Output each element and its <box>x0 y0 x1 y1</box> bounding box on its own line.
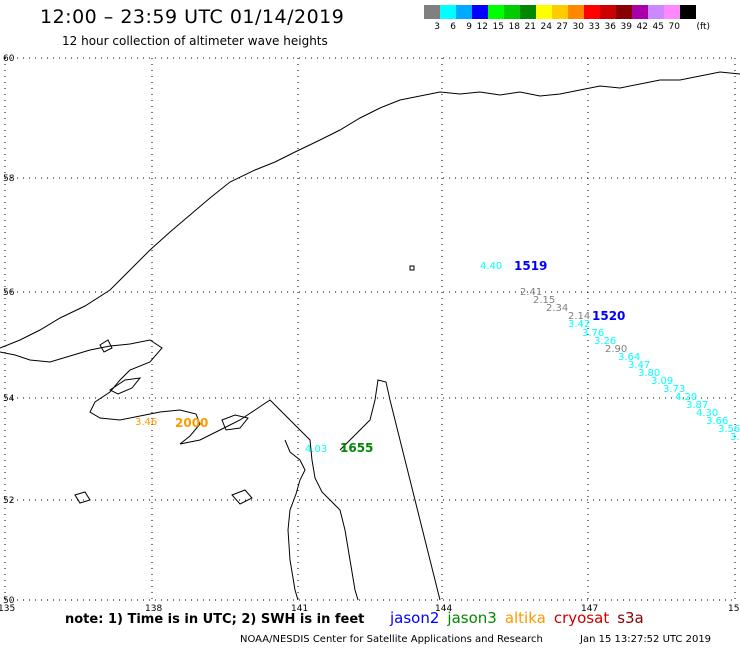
legend-label: 39 <box>620 22 632 32</box>
legend-swatch <box>536 5 552 19</box>
legend-label: 9 <box>466 22 472 32</box>
color-scale-legend <box>424 5 696 19</box>
wave-height-value: 3.80 <box>638 368 660 379</box>
wave-height-value: 3.26 <box>594 336 616 347</box>
legend-swatch <box>648 5 664 19</box>
wave-height-value: 4.20 <box>675 392 697 403</box>
wave-height-value: 3.73 <box>663 384 685 395</box>
legend-swatch <box>504 5 520 19</box>
wave-height-value: 3.66 <box>706 416 728 427</box>
wave-height-value: 2.41 <box>520 287 542 298</box>
satellite-name: jason3 <box>447 609 497 627</box>
legend-label: 33 <box>588 22 600 32</box>
latitude-label: 58 <box>3 174 15 184</box>
latitude-label: 50 <box>3 596 15 606</box>
latitude-label: 56 <box>3 288 15 298</box>
legend-swatch <box>488 5 504 19</box>
satellite-name: s3a <box>617 609 644 627</box>
legend-swatch <box>568 5 584 19</box>
latitude-label: 54 <box>3 394 15 404</box>
legend-label: 24 <box>540 22 552 32</box>
wave-height-value: 3.09 <box>651 376 673 387</box>
legend-label: 45 <box>652 22 664 32</box>
legend-swatch <box>456 5 472 19</box>
legend-label: 6 <box>450 22 456 32</box>
pass-time-label: 2000 <box>175 416 208 430</box>
wave-height-value: 2.15 <box>533 295 555 306</box>
map-subtitle: 12 hour collection of altimeter wave hei… <box>62 34 328 48</box>
wave-height-value: 2.34 <box>546 303 568 314</box>
legend-swatch <box>616 5 632 19</box>
legend-swatch <box>584 5 600 19</box>
legend-swatch <box>632 5 648 19</box>
wave-height-value: 3.87 <box>686 400 708 411</box>
legend-swatch <box>664 5 680 19</box>
wave-height-value: 2.14 <box>568 311 590 322</box>
pass-time-label: 1655 <box>340 441 373 455</box>
latitude-label: 60 <box>3 54 15 64</box>
longitude-label: 147 <box>581 604 598 614</box>
legend-unit: (ft) <box>696 22 710 32</box>
legend-label: 36 <box>604 22 616 32</box>
satellite-name: altika <box>504 609 546 627</box>
credit-line: NOAA/NESDIS Center for Satellite Applica… <box>240 634 543 645</box>
wave-height-value: 4.30 <box>696 408 718 419</box>
legend-label: 12 <box>476 22 488 32</box>
longitude-label: 141 <box>291 604 308 614</box>
legend-label: 30 <box>572 22 584 32</box>
legend-swatch <box>552 5 568 19</box>
legend-swatch <box>680 5 696 19</box>
satellite-legend: jason2 jason3 altika cryosat s3a <box>390 609 652 627</box>
legend-label: 3 <box>434 22 440 32</box>
legend-swatch <box>600 5 616 19</box>
legend-swatch <box>520 5 536 19</box>
legend-swatch <box>472 5 488 19</box>
wave-height-value: 3. <box>730 432 740 443</box>
wave-height-value: 3.42 <box>568 319 590 330</box>
legend-label: 27 <box>556 22 568 32</box>
lat-lon-grid <box>4 57 736 601</box>
pass-time-label: 1519 <box>514 259 547 273</box>
legend-label: 70 <box>668 22 680 32</box>
wave-height-value: 3.47 <box>628 360 650 371</box>
wave-height-value: 3.46 <box>135 417 157 428</box>
longitude-label: 138 <box>145 604 162 614</box>
legend-swatch <box>424 5 440 19</box>
map-title: 12:00 – 23:59 UTC 01/14/2019 <box>40 6 345 28</box>
wave-height-value: 3.76 <box>582 328 604 339</box>
wave-height-value: 2.90 <box>605 344 627 355</box>
wave-height-value: 3.64 <box>618 352 640 363</box>
wave-height-value: 3.56 <box>718 424 740 435</box>
satellite-name: jason2 <box>390 609 440 627</box>
latitude-label: 52 <box>3 496 14 506</box>
pass-time-label: 1520 <box>592 309 625 323</box>
generated-timestamp: Jan 15 13:27:52 UTC 2019 <box>580 634 712 645</box>
longitude-label: 150 <box>728 604 740 614</box>
legend-label: 21 <box>524 22 536 32</box>
satellite-name: cryosat <box>553 609 610 627</box>
coastline <box>0 71 740 601</box>
longitude-label: 135 <box>0 604 15 614</box>
wave-height-value: 4.40 <box>480 261 502 272</box>
legend-label: 18 <box>508 22 520 32</box>
legend-swatch <box>440 5 456 19</box>
footer-note: note: 1) Time is in UTC; 2) SWH is in fe… <box>65 612 365 627</box>
legend-label: 15 <box>492 22 504 32</box>
legend-label: 42 <box>636 22 648 32</box>
longitude-label: 144 <box>435 604 452 614</box>
wave-height-value: 4.03 <box>305 444 327 455</box>
